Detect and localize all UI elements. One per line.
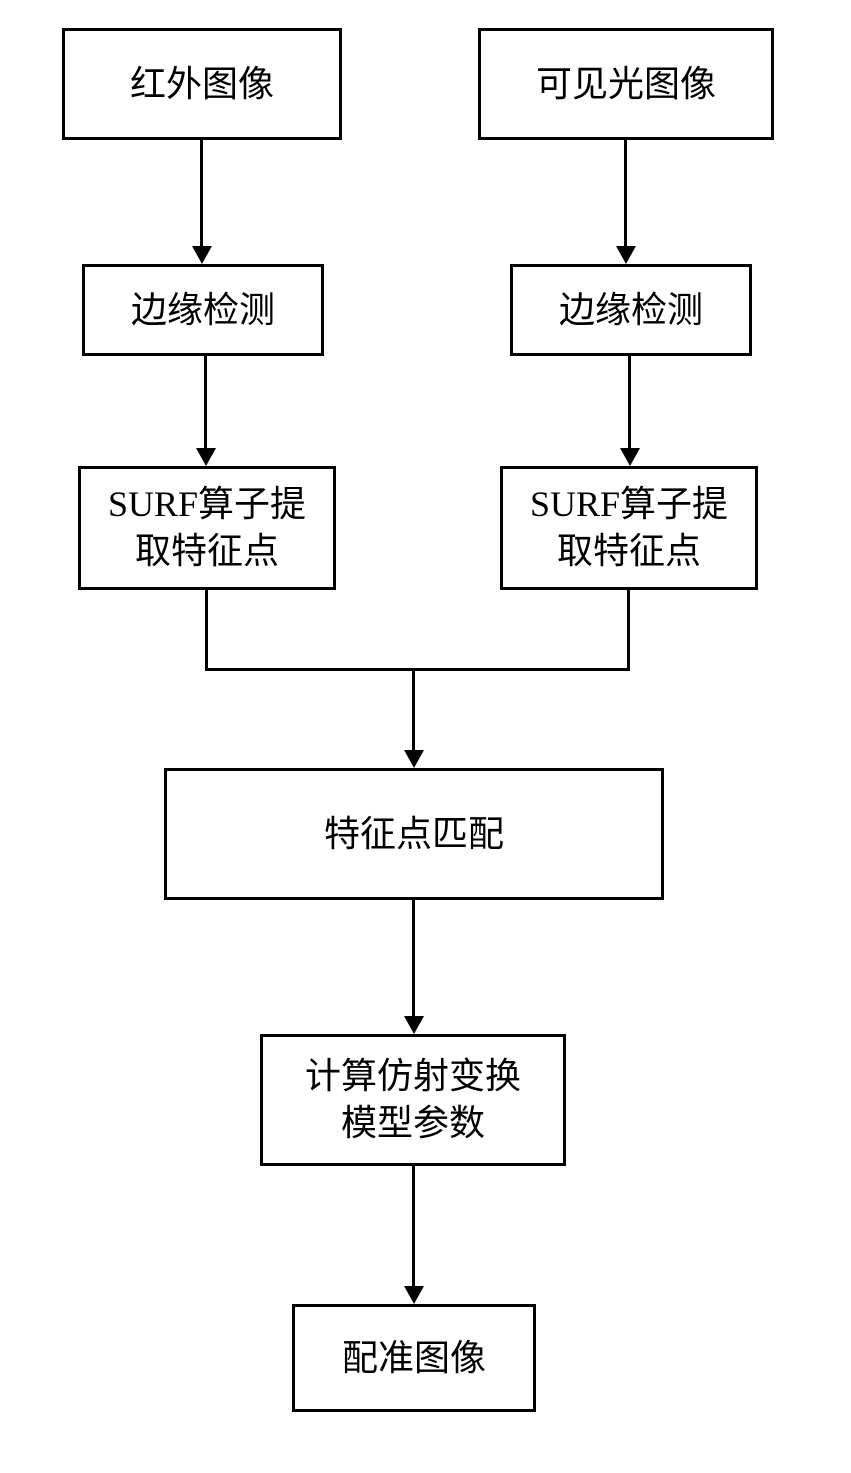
node-label: 红外图像 bbox=[130, 61, 274, 108]
node-surf-left: SURF算子提 取特征点 bbox=[78, 466, 336, 590]
arrow-line bbox=[627, 590, 630, 668]
node-label: 边缘检测 bbox=[131, 287, 275, 334]
node-visible-image: 可见光图像 bbox=[478, 28, 774, 140]
arrow-line bbox=[628, 356, 631, 448]
flowchart-container: 红外图像 可见光图像 边缘检测 边缘检测 SURF算子提 取特征点 SURF算子… bbox=[0, 0, 851, 1473]
node-edge-detection-right: 边缘检测 bbox=[510, 264, 752, 356]
arrow-head-icon bbox=[616, 246, 636, 264]
node-label: 特征点匹配 bbox=[324, 811, 504, 858]
arrow-head-icon bbox=[620, 448, 640, 466]
node-infrared-image: 红外图像 bbox=[62, 28, 342, 140]
node-registered-image: 配准图像 bbox=[292, 1304, 536, 1412]
arrow-head-icon bbox=[404, 750, 424, 768]
arrow-head-icon bbox=[404, 1286, 424, 1304]
arrow-head-icon bbox=[404, 1016, 424, 1034]
arrow-line bbox=[205, 668, 630, 671]
arrow-line bbox=[204, 356, 207, 448]
node-feature-matching: 特征点匹配 bbox=[164, 768, 664, 900]
node-surf-right: SURF算子提 取特征点 bbox=[500, 466, 758, 590]
node-label: SURF算子提 取特征点 bbox=[530, 481, 728, 575]
node-edge-detection-left: 边缘检测 bbox=[82, 264, 324, 356]
arrow-head-icon bbox=[192, 246, 212, 264]
node-label: 计算仿射变换 模型参数 bbox=[305, 1053, 521, 1147]
arrow-line bbox=[412, 900, 415, 1016]
node-label: 可见光图像 bbox=[536, 61, 716, 108]
node-label: 边缘检测 bbox=[559, 287, 703, 334]
arrow-line bbox=[412, 668, 415, 750]
arrow-line bbox=[412, 1166, 415, 1286]
arrow-line bbox=[200, 140, 203, 246]
arrow-head-icon bbox=[196, 448, 216, 466]
node-affine-transform: 计算仿射变换 模型参数 bbox=[260, 1034, 566, 1166]
arrow-line bbox=[205, 590, 208, 668]
node-label: SURF算子提 取特征点 bbox=[108, 481, 306, 575]
node-label: 配准图像 bbox=[342, 1335, 486, 1382]
arrow-line bbox=[624, 140, 627, 246]
